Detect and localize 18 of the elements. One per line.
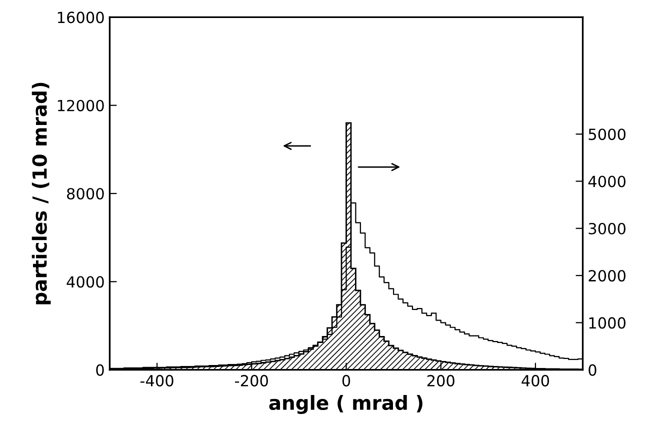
y-tick-label: 0 [96, 364, 104, 376]
x-axis-title: angle ( mrad ) [269, 395, 422, 414]
y-tick-label: 4000 [66, 276, 104, 288]
x-tick-label: 0 [342, 374, 350, 386]
x-tick-label: 200 [427, 374, 454, 386]
y-tick-label: 12000 [58, 100, 104, 112]
y2-tick-label: 1000 [589, 317, 626, 329]
y2-tick-label: 2000 [588, 270, 626, 282]
y-tick-label: 8000 [67, 188, 104, 200]
y2-tick-label: 0 [588, 364, 596, 376]
y2-tick-label: 4000 [588, 176, 626, 188]
y2-tick-label: 5000 [588, 128, 626, 140]
y-axis-title: particles / (10 mrad) [32, 82, 51, 304]
y2-tick-label: 3000 [588, 222, 626, 234]
x-tick-label: -400 [140, 374, 174, 386]
x-tick-label: 400 [522, 374, 550, 386]
y-tick-label: 16000 [58, 12, 104, 24]
x-tick-label: -200 [235, 374, 268, 386]
